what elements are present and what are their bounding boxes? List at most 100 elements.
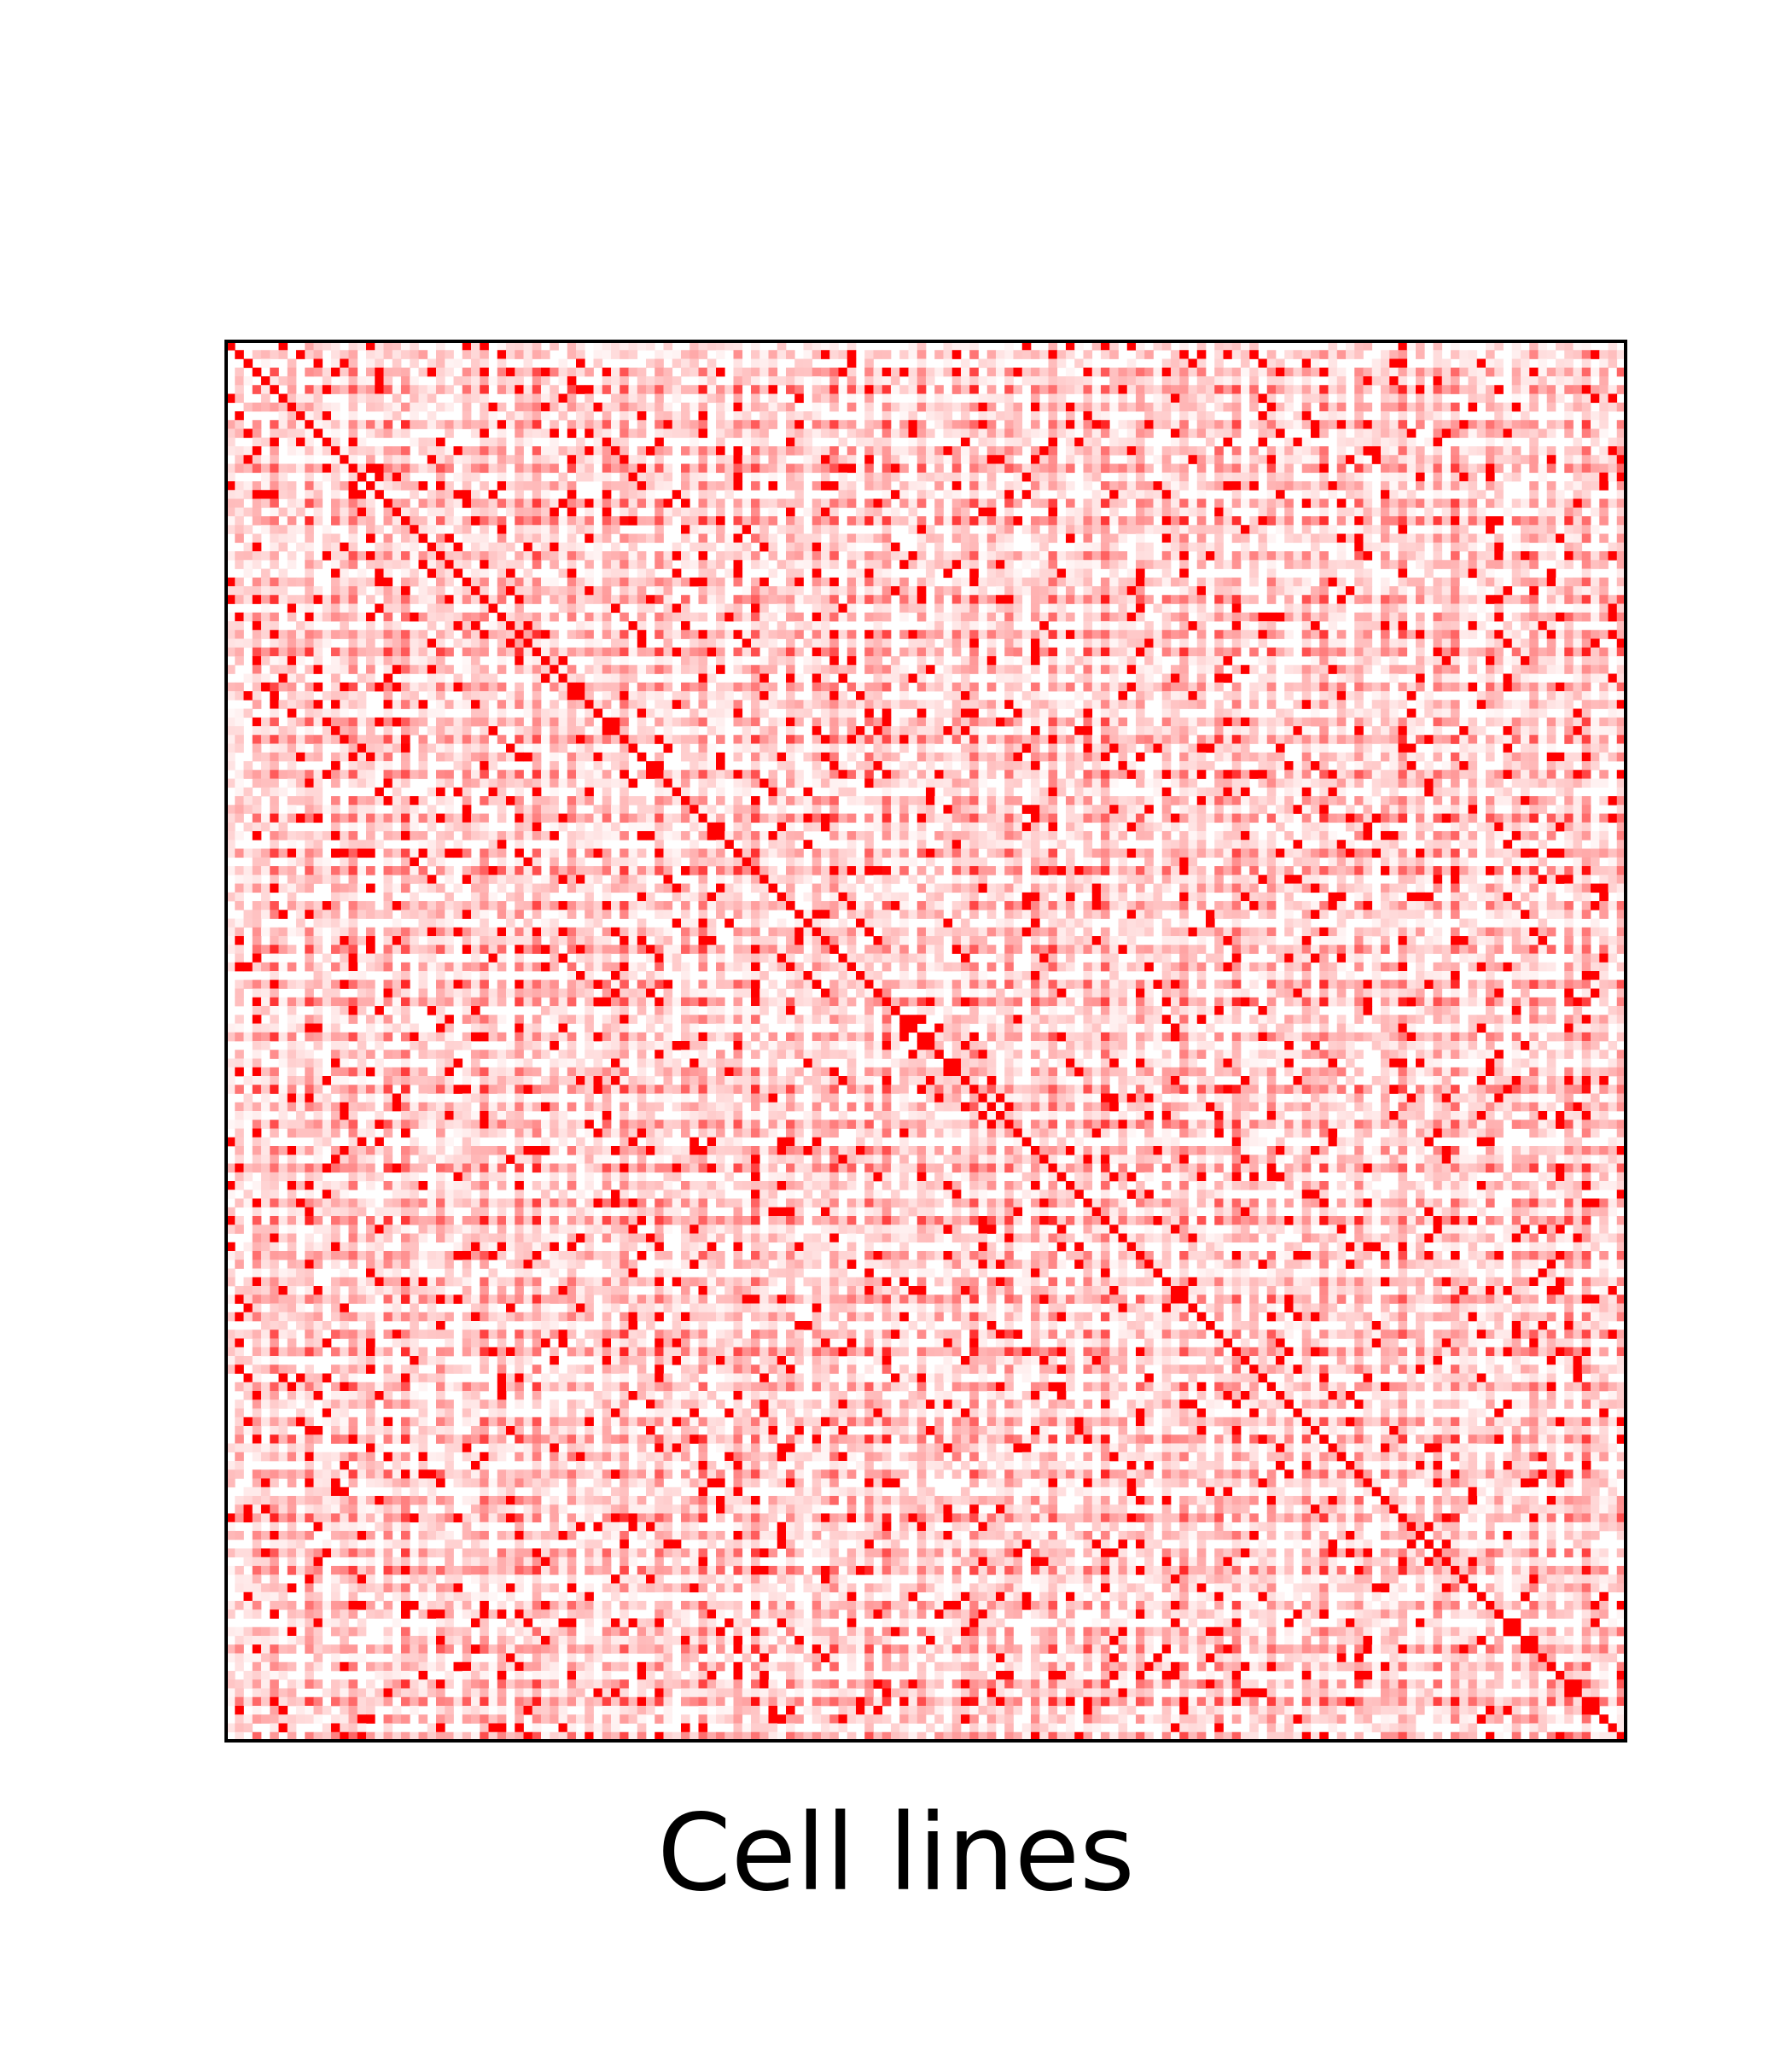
- heatmap-cell: [768, 586, 778, 596]
- heatmap-cell: [969, 420, 979, 429]
- heatmap-cell: [1048, 446, 1058, 456]
- heatmap-cell: [1056, 665, 1067, 674]
- heatmap-cell: [506, 542, 515, 552]
- heatmap-cell: [410, 700, 419, 709]
- heatmap-cell: [602, 455, 612, 464]
- heatmap-cell: [1249, 463, 1259, 474]
- heatmap-cell: [812, 350, 822, 359]
- heatmap-cell: [1336, 665, 1347, 674]
- heatmap-cell: [986, 367, 997, 377]
- heatmap-cell: [515, 612, 524, 622]
- heatmap-cell: [1126, 525, 1137, 534]
- heatmap-cell: [523, 516, 533, 526]
- heatmap-cell: [436, 525, 445, 534]
- heatmap-cell: [881, 507, 892, 517]
- heatmap-cell: [1179, 647, 1189, 657]
- heatmap-cell: [445, 665, 454, 674]
- heatmap-cell: [1406, 682, 1417, 692]
- heatmap-cell: [1066, 411, 1075, 421]
- heatmap-cell: [558, 568, 568, 579]
- heatmap-cell: [1433, 428, 1443, 439]
- heatmap-cell: [313, 516, 323, 526]
- heatmap-cell: [821, 638, 830, 649]
- heatmap-cell: [366, 428, 375, 439]
- heatmap-cell: [768, 665, 778, 674]
- heatmap-cell: [724, 612, 734, 622]
- heatmap-cell: [445, 463, 454, 474]
- heatmap-cell: [602, 656, 612, 666]
- heatmap-cell: [1459, 542, 1469, 552]
- heatmap-cell: [1328, 420, 1338, 429]
- heatmap-cell: [1476, 420, 1487, 429]
- heatmap-cell: [602, 647, 612, 657]
- heatmap-cell: [1109, 463, 1119, 474]
- heatmap-cell: [1223, 586, 1233, 596]
- heatmap-cell: [1591, 665, 1600, 674]
- heatmap-cell: [593, 673, 603, 684]
- heatmap-cell: [1311, 350, 1320, 359]
- heatmap-cell: [908, 437, 918, 447]
- heatmap-cell: [471, 682, 480, 692]
- heatmap-cell: [881, 525, 892, 534]
- heatmap-cell: [751, 700, 760, 709]
- heatmap-cell: [1066, 656, 1075, 666]
- heatmap-cell: [821, 350, 830, 359]
- heatmap-cell: [1109, 437, 1119, 447]
- heatmap-cell: [637, 717, 647, 727]
- heatmap-cell: [1241, 350, 1250, 359]
- heatmap-cell: [1293, 682, 1303, 692]
- heatmap-cell: [1083, 393, 1093, 404]
- heatmap-cell: [480, 682, 489, 692]
- heatmap-cell: [1196, 542, 1207, 552]
- heatmap-cell: [1188, 647, 1198, 657]
- heatmap-cell: [812, 455, 822, 464]
- heatmap-cell: [1223, 341, 1233, 351]
- heatmap-cell: [1266, 577, 1277, 587]
- heatmap-cell: [1249, 481, 1259, 491]
- heatmap-cell: [576, 402, 585, 412]
- heatmap-cell: [943, 665, 953, 674]
- heatmap-cell: [1494, 682, 1504, 692]
- heatmap-cell: [1319, 463, 1329, 474]
- heatmap-cell: [1336, 647, 1347, 657]
- heatmap-cell: [1556, 507, 1565, 517]
- heatmap-cell: [716, 656, 725, 666]
- heatmap-cell: [996, 630, 1005, 639]
- heatmap-cell: [1091, 638, 1102, 649]
- heatmap-cell: [270, 367, 279, 377]
- heatmap-cell: [366, 665, 375, 674]
- heatmap-cell: [996, 551, 1005, 561]
- heatmap-cell: [926, 402, 935, 412]
- heatmap-cell: [1241, 621, 1250, 631]
- heatmap-cell: [331, 341, 340, 351]
- heatmap-cell: [1433, 490, 1443, 499]
- heatmap-cell: [366, 717, 375, 727]
- heatmap-cell: [681, 350, 690, 359]
- heatmap-cell: [602, 402, 612, 412]
- heatmap-cell: [305, 717, 314, 727]
- heatmap-cell: [1039, 560, 1049, 569]
- heatmap-cell: [1161, 595, 1172, 604]
- heatmap-cell: [1101, 393, 1110, 404]
- heatmap-cell: [812, 586, 822, 596]
- heatmap-cell: [375, 603, 384, 614]
- heatmap-cell: [663, 472, 673, 482]
- heatmap-cell: [934, 673, 944, 684]
- heatmap-cell: [1336, 691, 1347, 701]
- heatmap-cell: [1433, 682, 1443, 692]
- heatmap-cell: [803, 638, 813, 649]
- heatmap-cell: [1538, 385, 1548, 394]
- heatmap-cell: [1441, 498, 1452, 509]
- heatmap-cell: [934, 542, 944, 552]
- heatmap-cell: [926, 428, 935, 439]
- heatmap-cell: [506, 638, 515, 649]
- heatmap-cell: [436, 507, 445, 517]
- heatmap-cell: [1179, 568, 1189, 579]
- heatmap-cell: [1546, 568, 1556, 579]
- heatmap-cell: [1091, 420, 1102, 429]
- heatmap-cell: [899, 420, 909, 429]
- heatmap-cell: [1346, 455, 1355, 464]
- heatmap-cell: [585, 682, 594, 692]
- heatmap-cell: [471, 507, 480, 517]
- heatmap-cell: [348, 498, 358, 509]
